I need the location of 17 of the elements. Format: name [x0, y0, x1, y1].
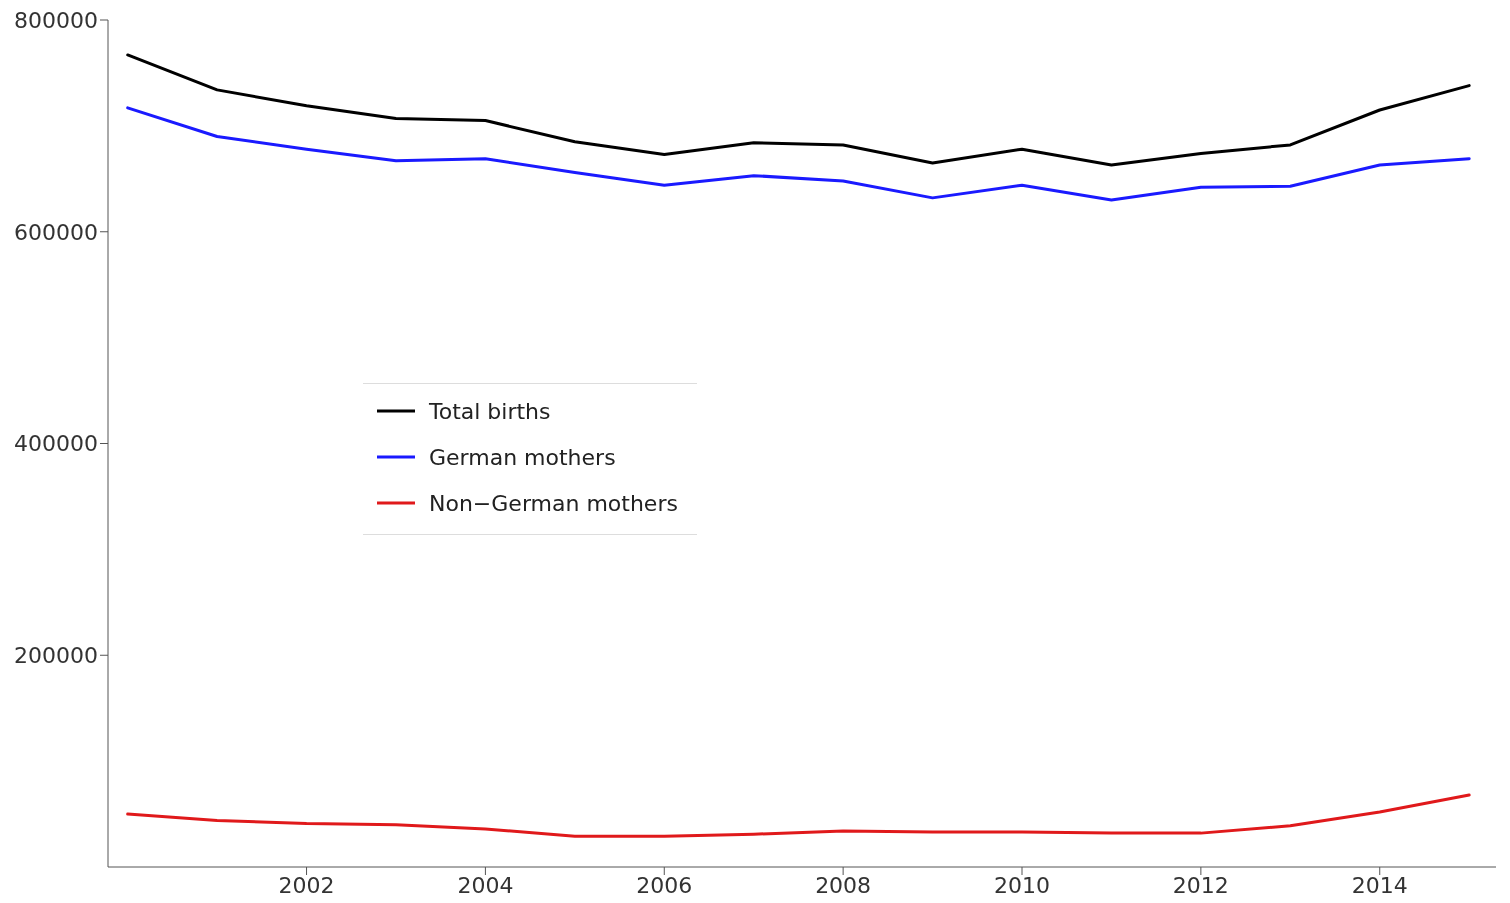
y-tick-label: 800000: [14, 7, 98, 33]
line-series: [126, 106, 1471, 202]
line-series: [126, 53, 1471, 167]
x-tick-label: 2004: [457, 872, 514, 898]
y-tick-label: 600000: [14, 219, 98, 245]
legend-label: Non−German mothers: [429, 490, 678, 516]
legend-label: German mothers: [429, 444, 616, 470]
legend-label: Total births: [429, 398, 551, 424]
y-tick-label: 200000: [14, 643, 98, 669]
line-series: [126, 793, 1471, 838]
x-tick-label: 2006: [636, 872, 693, 898]
x-tick-label: 2010: [994, 872, 1051, 898]
x-tick-label: 2014: [1351, 872, 1408, 898]
x-tick-label: 2002: [278, 872, 335, 898]
x-tick-label: 2008: [815, 872, 872, 898]
x-tick-label: 2012: [1172, 872, 1229, 898]
y-tick-label: 400000: [14, 431, 98, 457]
